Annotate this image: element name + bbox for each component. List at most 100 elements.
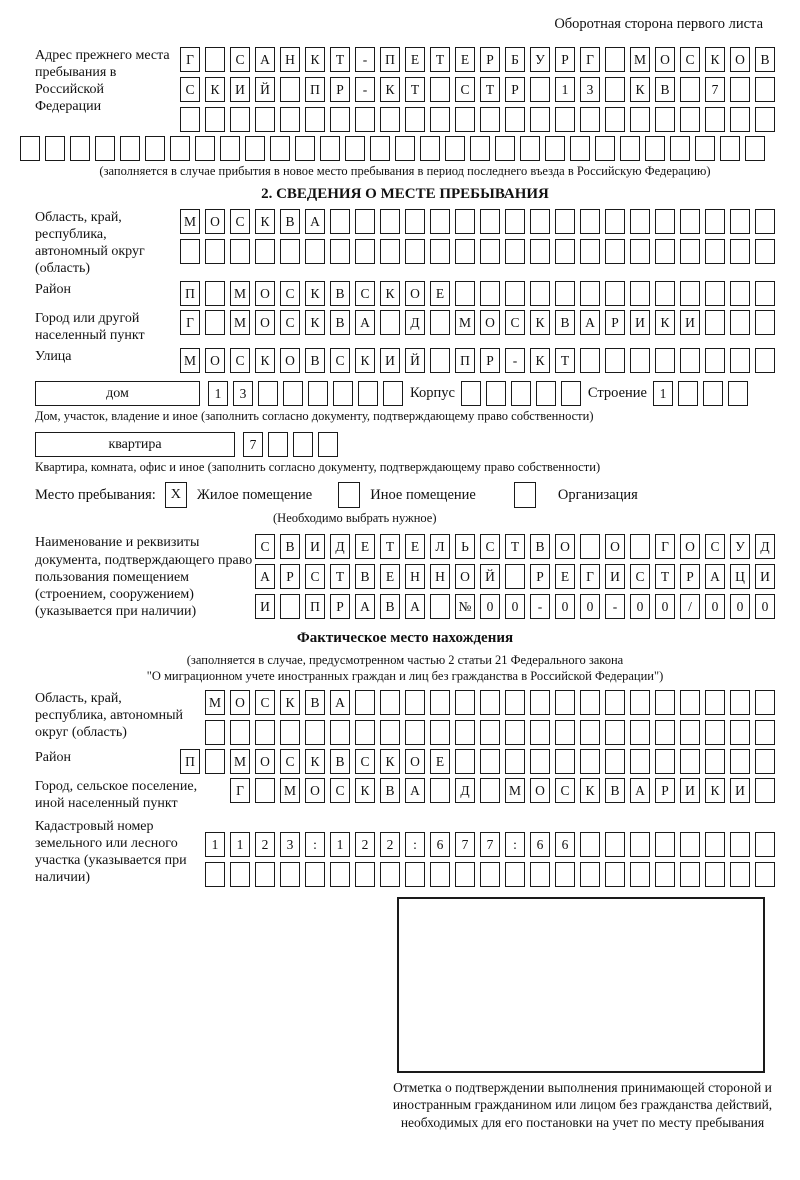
char-cell: 3 (233, 381, 253, 407)
char-cell (283, 381, 303, 407)
char-cell (630, 689, 650, 715)
char-cell: К (530, 348, 550, 374)
char-cell: С (480, 534, 500, 560)
char-grid-row[interactable] (20, 136, 775, 161)
char-cell (530, 281, 550, 307)
char-cell: 0 (705, 594, 725, 620)
char-cell: Ц (730, 564, 750, 590)
char-cell: С (680, 47, 700, 72)
char-cell (580, 689, 600, 715)
char-cell (705, 689, 725, 715)
char-grid-row[interactable] (180, 239, 775, 264)
char-cell: 0 (730, 594, 750, 620)
flat-number-grid[interactable]: 7 (243, 432, 338, 458)
char-cell (580, 534, 600, 560)
char-cell: В (330, 281, 350, 307)
char-cell: А (355, 594, 375, 620)
char-cell: В (555, 310, 575, 336)
char-cell (330, 239, 350, 264)
char-cell (730, 719, 750, 745)
district-label: Район (35, 282, 71, 298)
char-cell (455, 281, 475, 307)
char-cell: И (230, 77, 250, 102)
stroenie-grid[interactable]: 1 (652, 381, 748, 407)
char-grid-row[interactable]: И П Р А В А № 0 0-0 0-0 0/0 0 0 (255, 594, 775, 620)
stay-type-checkbox-residential[interactable]: X (164, 482, 187, 509)
char-cell (505, 107, 525, 132)
char-cell (705, 862, 725, 888)
char-cell (680, 77, 700, 102)
char-cell (730, 77, 750, 102)
stay-type-checkbox-organization[interactable] (513, 482, 536, 509)
char-cell: О (405, 281, 425, 307)
char-cell: И (380, 348, 400, 374)
flat-writein-box[interactable]: квартира (35, 432, 235, 458)
char-cell (280, 719, 300, 745)
char-cell (305, 719, 325, 745)
char-cell (755, 832, 775, 858)
char-cell (485, 381, 506, 407)
char-cell (305, 239, 325, 264)
char-cell: О (655, 47, 675, 72)
char-cell (670, 136, 690, 161)
field-region: Область, край, республика, автономный ок… (35, 209, 775, 277)
char-cell: К (630, 77, 650, 102)
char-cell: А (405, 594, 425, 620)
char-cell: О (255, 748, 275, 774)
char-cell: М (205, 689, 225, 715)
char-cell: 6 (530, 832, 550, 858)
char-cell (230, 239, 250, 264)
char-cell: Й (255, 77, 275, 102)
char-cell: И (255, 594, 275, 620)
char-cell: Й (405, 348, 425, 374)
char-cell: К (705, 777, 725, 803)
char-cell: Е (405, 534, 425, 560)
char-cell: С (255, 534, 275, 560)
char-cell: О (230, 689, 250, 715)
char-cell: С (280, 748, 300, 774)
char-cell: К (305, 748, 325, 774)
char-cell: : (505, 832, 525, 858)
char-cell (380, 107, 400, 132)
char-grid-row[interactable] (205, 719, 775, 745)
char-cell (330, 209, 350, 234)
char-cell (355, 239, 375, 264)
char-grid-row[interactable] (205, 862, 775, 888)
stay-type-checkbox-other[interactable] (338, 482, 361, 509)
char-cell: Е (380, 564, 400, 590)
char-cell (530, 748, 550, 774)
char-cell: О (255, 281, 275, 307)
house-writein-box[interactable]: дом (35, 381, 200, 407)
char-cell: Р (530, 564, 550, 590)
char-cell (655, 281, 675, 307)
char-cell: Л (430, 534, 450, 560)
cadastral-label: Кадастровый номер земельного или лесного… (35, 819, 187, 886)
char-cell (480, 209, 500, 234)
char-cell (205, 47, 225, 72)
char-cell: 2 (355, 832, 375, 858)
char-cell: 1 (652, 381, 673, 407)
char-cell (430, 594, 450, 620)
char-cell: О (305, 777, 325, 803)
char-cell: С (355, 281, 375, 307)
char-grid-row[interactable] (180, 107, 775, 132)
char-cell (730, 107, 750, 132)
char-cell (545, 136, 565, 161)
flat-note: Квартира, комната, офис и иное (заполнит… (35, 460, 601, 475)
korpus-grid[interactable] (460, 381, 581, 407)
